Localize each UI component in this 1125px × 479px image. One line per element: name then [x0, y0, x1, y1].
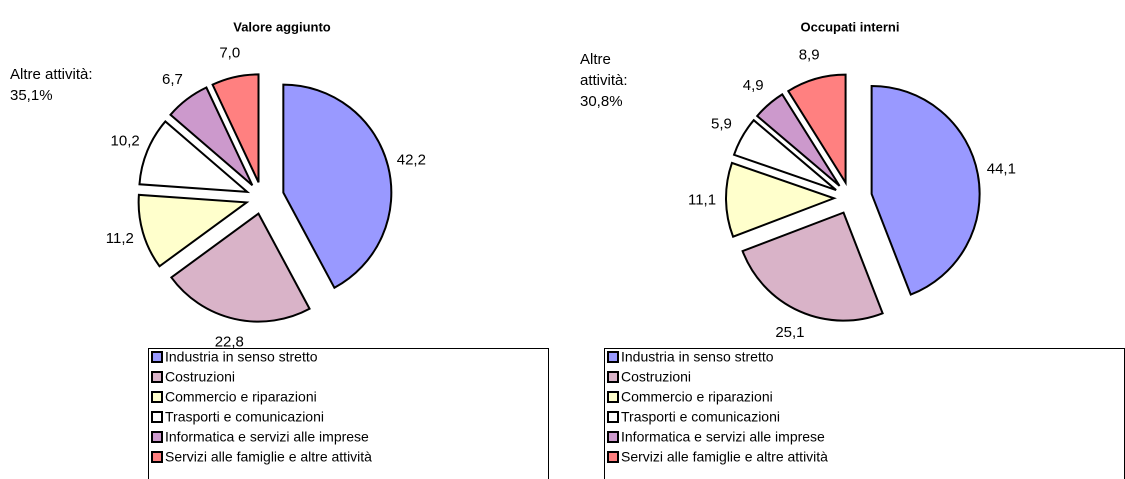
pie-slice: [786, 73, 847, 187]
data-label: 11,1: [688, 191, 716, 208]
legend-swatch: [607, 431, 619, 443]
pie-slice: [755, 92, 841, 187]
pie-slice: [870, 84, 981, 296]
data-label: 7,0: [219, 45, 240, 62]
chart-title: Occupati interni: [801, 19, 900, 34]
pie-slice: [211, 73, 260, 183]
pie-slice: [741, 211, 884, 322]
legend-label: Informatica e servizi alle imprese: [165, 429, 369, 445]
pie-slice: [137, 193, 250, 268]
legend-label: Costruzioni: [621, 369, 691, 385]
annotation: Altre: [580, 51, 611, 68]
annotation: attività:: [580, 72, 628, 89]
pie-slice: [169, 212, 311, 323]
legend-swatch: [607, 411, 619, 423]
legend-swatch: [151, 431, 163, 443]
legend-label: Costruzioni: [165, 369, 235, 385]
annotation: Altre attività:: [10, 66, 93, 83]
data-label: 6,7: [162, 71, 183, 88]
data-label: 44,1: [987, 161, 1016, 178]
legend-swatch: [151, 371, 163, 383]
data-label: 8,9: [799, 47, 820, 64]
legend-box: [148, 348, 549, 479]
legend-label: Industria in senso stretto: [621, 349, 774, 365]
data-label: 22,8: [215, 333, 244, 350]
legend-label: Informatica e servizi alle imprese: [621, 429, 825, 445]
legend-swatch: [151, 391, 163, 403]
data-label: 42,2: [397, 151, 426, 168]
legend-box: [604, 348, 1125, 479]
data-label: 10,2: [111, 133, 140, 150]
legend-swatch: [607, 451, 619, 463]
pie-slice: [169, 86, 254, 187]
data-label: 11,2: [106, 230, 134, 247]
legend-label: Trasporti e comunicazioni: [621, 409, 780, 425]
legend-swatch: [607, 371, 619, 383]
legend-label: Commercio e riparazioni: [621, 389, 773, 405]
pie-slice: [732, 118, 837, 192]
pie-slice: [138, 120, 251, 194]
data-label: 4,9: [743, 77, 764, 94]
annotation: 35,1%: [10, 87, 53, 104]
pie-slice: [282, 83, 393, 290]
legend-swatch: [607, 351, 619, 363]
data-label: 5,9: [711, 116, 732, 133]
annotation: 30,8%: [580, 93, 623, 110]
pie-slice: [725, 161, 837, 239]
chart-title: Valore aggiunto: [233, 19, 331, 34]
data-label: 25,1: [775, 324, 804, 341]
legend-swatch: [151, 351, 163, 363]
legend-swatch: [151, 411, 163, 423]
legend-swatch: [607, 391, 619, 403]
legend-label: Servizi alle famiglie e altre attività: [165, 449, 372, 465]
legend-swatch: [151, 451, 163, 463]
legend-label: Trasporti e comunicazioni: [165, 409, 324, 425]
legend-label: Servizi alle famiglie e altre attività: [621, 449, 828, 465]
legend-label: Commercio e riparazioni: [165, 389, 317, 405]
legend-label: Industria in senso stretto: [165, 349, 318, 365]
